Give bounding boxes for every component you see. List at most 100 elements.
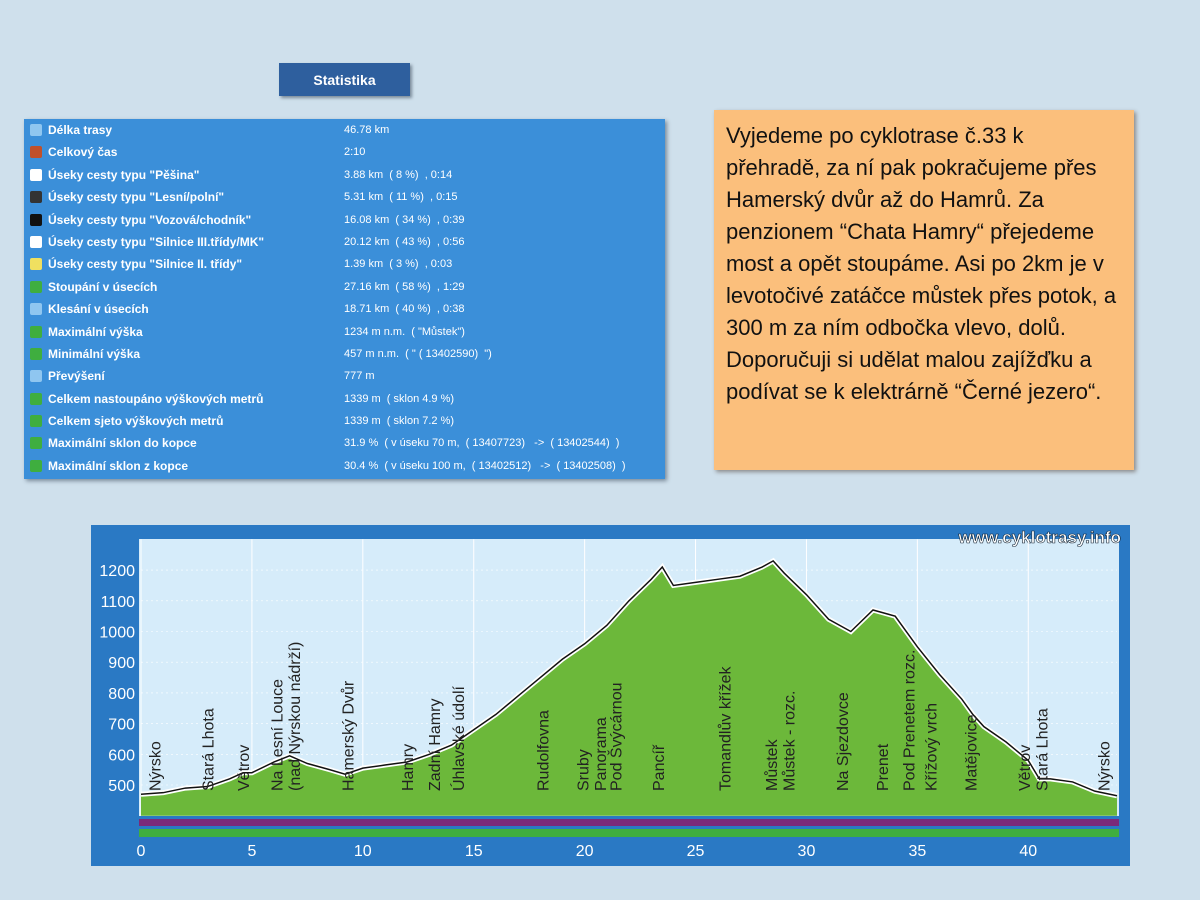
waypoint-label: Na Sjezdovce: [835, 692, 852, 791]
stat-value: 1.39 km ( 3 %) , 0:03: [344, 258, 453, 271]
x-tick-label: 0: [137, 843, 146, 860]
waypoint-label: Můstek - rozc.: [781, 691, 799, 791]
row-icon: [30, 325, 42, 338]
stat-value: 1339 m ( sklon 4.9 %): [344, 392, 455, 405]
stats-row: Stoupání v úsecích 27.16 km ( 58 %) , 1:2…: [24, 277, 665, 299]
stat-label: Minimální výška: [48, 346, 141, 361]
waypoint-label: Stará Lhota: [201, 708, 218, 791]
stats-row: Převýšení 777 m: [24, 366, 665, 388]
row-icon: [30, 146, 42, 159]
y-tick-label: 1200: [99, 563, 135, 580]
waypoint-label: Větrov: [1017, 745, 1034, 791]
waypoint-label: Na Lesní Louce: [269, 679, 286, 791]
x-tick-label: 20: [576, 843, 594, 860]
stats-row: Klesání v úsecích 18.71 km ( 40 %) , 0:38: [24, 299, 665, 321]
stat-value: 5.31 km ( 11 %) , 0:15: [344, 191, 458, 204]
waypoint-label: Zadní Hamry: [427, 699, 444, 791]
stat-value: 3.88 km ( 8 %) , 0:14: [344, 168, 453, 181]
stat-value: 20.12 km ( 43 %) , 0:56: [344, 235, 465, 248]
stat-label: Úseky cesty typu "Silnice III.třídy/MK": [48, 234, 265, 249]
stats-row: Úseky cesty typu "Lesní/polní" 5.31 km ( …: [24, 187, 665, 209]
waypoint-label: Úhlavské údolí: [449, 686, 468, 792]
x-tick-label: 25: [687, 843, 705, 860]
stat-label: Maximální sklon z kopce: [48, 458, 189, 473]
waypoint-label: Hamerský Dvůr: [339, 680, 357, 791]
stats-row: Úseky cesty typu "Silnice III.třídy/MK" 2…: [24, 232, 665, 254]
y-tick-label: 600: [108, 747, 135, 764]
row-icon: [30, 370, 42, 383]
row-icon: [30, 191, 42, 204]
row-icon: [30, 258, 42, 271]
waypoint-label: Prenet: [875, 743, 892, 791]
y-tick-label: 500: [108, 778, 135, 795]
waypoint-label: Křížový vrch: [924, 703, 941, 791]
waypoint-label: Větrov: [236, 745, 253, 791]
stats-row: Úseky cesty typu "Pěšina" 3.88 km ( 8 %) …: [24, 165, 665, 187]
stat-value: 16.08 km ( 34 %) , 0:39: [344, 213, 465, 226]
stats-row: Maximální výška 1234 m n.m. ( "Můstek"): [24, 322, 665, 344]
row-icon: [30, 415, 42, 428]
stat-label: Celkem nastoupáno výškových metrů: [48, 391, 264, 406]
row-icon: [30, 392, 42, 405]
stat-label: Maximální sklon do kopce: [48, 436, 197, 451]
description: Vyjedeme po cyklotrase č.33 k přehradě, …: [714, 110, 1134, 470]
waypoint-label: Stará Lhota: [1035, 708, 1052, 791]
waypoint-label: Pod Švýcárnou: [607, 682, 626, 791]
waypoint-label: Matějovice: [964, 714, 981, 791]
statistika-button[interactable]: Statistika: [279, 63, 410, 96]
x-tick-label: 15: [465, 843, 483, 860]
waypoint-label: Sruby: [575, 749, 592, 791]
waypoint-label: Nýrsko: [1097, 741, 1114, 791]
waypoint-label: Můstek: [763, 738, 781, 791]
stat-label: Stoupání v úsecích: [48, 279, 158, 294]
stat-label: Celkem sjeto výškových metrů: [48, 414, 224, 429]
stat-value: 18.71 km ( 40 %) , 0:38: [344, 303, 465, 316]
stats-row: Maximální sklon z kopce 30.4 % ( v úseku …: [24, 456, 665, 478]
y-tick-label: 900: [108, 655, 135, 672]
row-icon: [30, 235, 42, 248]
row-icon: [30, 124, 42, 136]
watermark: www.cyklotrasy.info: [958, 528, 1122, 547]
stat-label: Převýšení: [48, 369, 105, 384]
stat-label: Úseky cesty typu "Silnice II. třídy": [48, 257, 243, 272]
row-icon: [30, 347, 42, 360]
stats-row: Celkem nastoupáno výškových metrů 1339 m …: [24, 389, 665, 411]
waypoint-label: (nad Nýrskou nádrží): [287, 642, 304, 791]
y-tick-label: 700: [108, 717, 135, 734]
stat-label: Maximální výška: [48, 324, 143, 339]
stats-row: Minimální výška 457 m n.m. ( " ( 13402590…: [24, 344, 665, 366]
x-tick-label: 35: [908, 843, 926, 860]
y-tick-label: 800: [108, 686, 135, 703]
waypoint-label: Pancíř: [651, 744, 668, 791]
row-icon: [30, 303, 42, 316]
stat-label: Úseky cesty typu "Vozová/chodník": [48, 212, 252, 227]
stat-value: 46.78 km: [344, 124, 390, 136]
elevation-chart: www.cyklotrasy.info 0 5 10 15 20 25 30 35 40 500 6…: [91, 525, 1130, 866]
waypoint-label: Panorama: [593, 717, 610, 791]
stat-value: 31.9 % ( v úseku 70 m, ( 13407723) -> ( …: [344, 437, 620, 450]
stat-value: 27.16 km ( 58 %) , 1:29: [344, 280, 465, 293]
y-tick-label: 1100: [101, 594, 136, 611]
waypoint-label: Hamry: [400, 744, 417, 791]
stat-label: Celkový čas: [48, 145, 118, 160]
stat-label: Délka trasy: [48, 123, 113, 137]
surface-strip: [139, 829, 1119, 837]
stats-row: Maximální sklon do kopce 31.9 % ( v úseku…: [24, 433, 665, 455]
stat-label: Klesání v úsecích: [48, 302, 149, 317]
stat-value: 30.4 % ( v úseku 100 m, ( 13402512) -> (…: [344, 459, 626, 472]
stat-label: Úseky cesty typu "Pěšina": [48, 167, 200, 182]
row-icon: [30, 280, 42, 293]
stats-row: Úseky cesty typu "Vozová/chodník" 16.08 k…: [24, 210, 665, 232]
x-tick-label: 5: [247, 843, 256, 860]
elevation-area: [141, 560, 1117, 816]
x-tick-label: 10: [354, 843, 372, 860]
stats-row: Celkový čas 2:10: [24, 142, 665, 164]
x-tick-label: 30: [798, 843, 816, 860]
waypoint-label: Rudolfovna: [535, 710, 552, 791]
row-icon: [30, 213, 42, 226]
surface-strip: [139, 819, 1119, 826]
waypoint-label: Pod Prenetem rozc.: [901, 650, 918, 791]
stats-row: Úseky cesty typu "Silnice II. třídy" 1.39…: [24, 254, 665, 276]
row-icon: [30, 459, 42, 472]
